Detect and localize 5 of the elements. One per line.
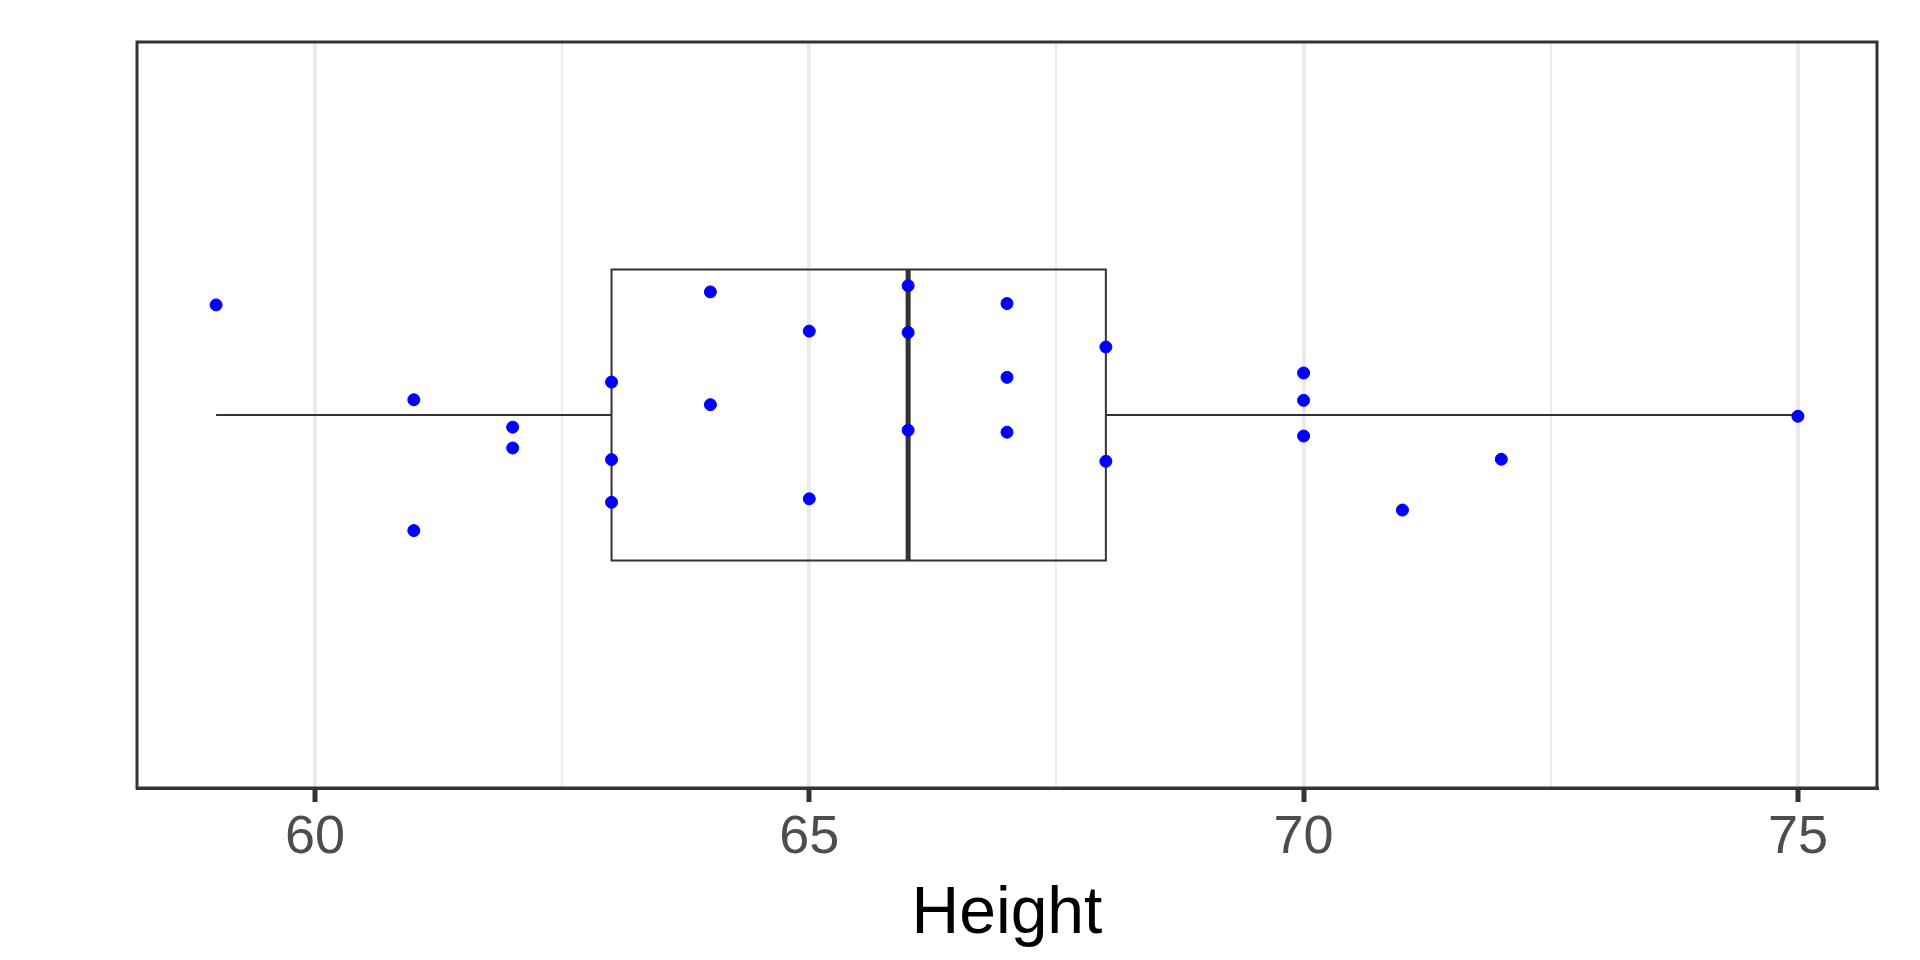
x-axis-title: Height	[911, 872, 1103, 947]
x-tick-label: 65	[779, 804, 840, 865]
x-tick-label: 75	[1767, 804, 1828, 865]
x-tick-label: 60	[284, 804, 345, 865]
x-tick-label: 70	[1273, 804, 1334, 865]
